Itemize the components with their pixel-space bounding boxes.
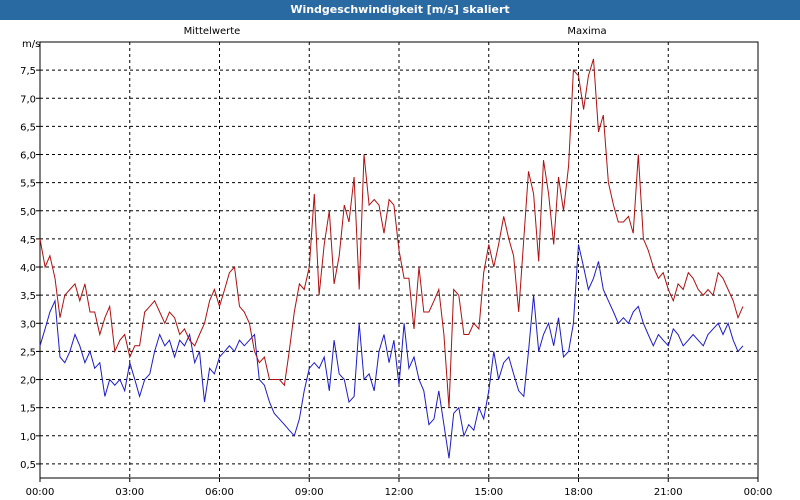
- y-tick-labels: 0,5 1,0 1,5 2,0 2,5 3,0 3,5 4,0 4,5 5,0 5,5 6,0 6,5 7…: [20, 66, 36, 471]
- y-axis-label: m/s: [22, 39, 40, 50]
- y-tick-label: 1,5: [20, 404, 36, 415]
- y-tick-label: 4,0: [20, 263, 36, 274]
- legend-maxima: Maxima: [567, 26, 606, 37]
- series-line-mittelwerte: [39, 244, 744, 459]
- y-tick-label: 2,0: [20, 376, 36, 387]
- y-tick-label: 3,0: [20, 319, 36, 330]
- y-tick-label: 5,5: [20, 179, 36, 190]
- y-tick-label: 4,5: [20, 235, 36, 246]
- x-tick-time: 00:00: [744, 487, 773, 498]
- chart-background: [0, 20, 800, 500]
- y-tick-label: 1,0: [20, 432, 36, 443]
- x-tick-labels: 00:0016.08.1803:0016.08.1806:0016.08.180…: [26, 487, 773, 498]
- x-tick-time: 03:00: [115, 487, 144, 498]
- y-tick-label: 2,5: [20, 347, 36, 358]
- series-group: [39, 58, 744, 459]
- y-tick-label: 7,0: [20, 94, 36, 105]
- x-tick-time: 00:00: [26, 487, 55, 498]
- y-tick-label: 0,5: [20, 460, 36, 471]
- x-tick-time: 12:00: [385, 487, 414, 498]
- series-line-maxima: [39, 58, 744, 408]
- y-tick-label: 6,5: [20, 122, 36, 133]
- grid-lines: [36, 42, 759, 482]
- legend-mittelwerte: Mittelwerte: [184, 26, 241, 37]
- x-tick-time: 21:00: [654, 487, 683, 498]
- window-title: Windgeschwindigkeit [m/s] skaliert: [0, 0, 800, 20]
- x-tick-time: 18:00: [564, 487, 593, 498]
- y-tick-label: 6,0: [20, 151, 36, 162]
- x-tick-time: 15:00: [474, 487, 503, 498]
- x-tick-time: 06:00: [205, 487, 234, 498]
- plot-frame: [39, 41, 759, 479]
- y-tick-label: 5,0: [20, 207, 36, 218]
- wind-speed-chart: m/s Mittelwerte Maxima 0,5 1,0 1,5 2,0 2,5 3,…: [0, 20, 800, 500]
- y-tick-label: 7,5: [20, 66, 36, 77]
- y-tick-label: 3,5: [20, 291, 36, 302]
- x-tick-time: 09:00: [295, 487, 324, 498]
